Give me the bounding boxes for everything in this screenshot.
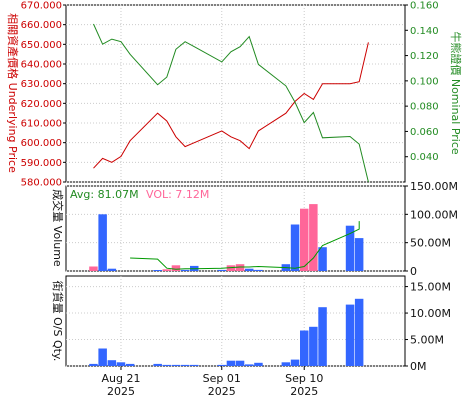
osqty-bar-9: [190, 364, 199, 366]
x-tick-year-2: 2025: [290, 385, 318, 398]
osqty-axis-title: 街貨量 O/S Qty.: [51, 281, 65, 362]
osqty-bar-17: [300, 330, 309, 366]
osqty-bar-1: [98, 348, 107, 366]
price-panel-frame: [65, 4, 406, 183]
x-tick-year-0: 2025: [107, 385, 135, 398]
y-tick-left-0: 580.000: [21, 178, 62, 189]
y-tick-right-2: 0.080: [410, 102, 439, 113]
volume-bar-21: [354, 238, 364, 271]
osqty-bar-14: [254, 362, 263, 366]
y-tick-vol-2: 100.00M: [410, 208, 458, 221]
x-tick-label-0: Aug 21: [101, 372, 140, 385]
osqty-bar-6: [162, 364, 171, 366]
price-series-line-1: [93, 23, 369, 183]
volume-vol-legend: VOL: 7.12M: [146, 188, 209, 201]
y-tick-right-6: 0.160: [410, 1, 439, 12]
y-tick-os-3: 15.00M: [410, 281, 451, 294]
volume-bar-11: [226, 265, 236, 271]
y-tick-left-4: 620.000: [21, 99, 62, 110]
osqty-bar-5: [153, 363, 162, 366]
osqty-bar-18: [309, 326, 318, 366]
osqty-bar-7: [171, 364, 181, 366]
y-tick-right-5: 0.140: [410, 26, 439, 37]
osqty-bar-8: [180, 364, 190, 366]
osqty-bar-21: [354, 298, 364, 366]
osqty-bar-3: [116, 362, 126, 366]
volume-bar-10: [217, 269, 226, 271]
osqty-bar-19: [318, 307, 327, 366]
volume-bar-1: [98, 214, 107, 271]
volume-bar-13: [245, 268, 254, 271]
osqty-bar-15: [281, 362, 291, 366]
y-tick-right-3: 0.100: [410, 76, 439, 87]
osqty-bar-11: [226, 360, 236, 366]
osqty-bar-4: [125, 363, 135, 366]
y-tick-vol-3: 150.00M: [410, 180, 458, 193]
y-tick-left-6: 640.000: [21, 60, 62, 71]
volume-bar-12: [235, 264, 245, 271]
x-tick-label-2: Sep 10: [285, 372, 323, 385]
y-tick-left-7: 650.000: [21, 40, 62, 51]
x-tick-year-1: 2025: [208, 385, 236, 398]
volume-bar-8: [180, 269, 190, 271]
osqty-bar-10: [217, 364, 226, 366]
y-tick-left-2: 600.000: [21, 138, 62, 149]
x-tick-label-1: Sep 01: [203, 372, 241, 385]
osqty-bar-16: [290, 359, 300, 366]
volume-bar-19: [318, 247, 327, 271]
volume-avg-legend: Avg: 81.07M: [70, 188, 139, 201]
y-tick-os-1: 5.00M: [410, 334, 444, 347]
y-tick-os-2: 10.00M: [410, 307, 451, 320]
y-tick-right-4: 0.120: [410, 51, 439, 62]
y-tick-right-0: 0.040: [410, 152, 439, 163]
volume-avg-line: [130, 221, 360, 270]
osqty-bars-layer: [89, 298, 364, 366]
y-tick-vol-0: 0: [410, 265, 417, 278]
volume-bar-6: [162, 269, 171, 271]
volume-bar-20: [345, 225, 355, 271]
right-axis-title: 牛熊證價 Nominal Price: [449, 31, 463, 155]
osqty-bar-0: [89, 363, 98, 366]
y-tick-left-9: 670.000: [21, 1, 62, 12]
volume-bar-2: [107, 268, 117, 271]
y-tick-left-1: 590.000: [21, 158, 62, 169]
volume-bars-layer: [89, 204, 364, 271]
osqty-bar-20: [345, 304, 355, 366]
y-tick-right-1: 0.060: [410, 127, 439, 138]
osqty-bar-2: [107, 360, 117, 366]
y-tick-vol-1: 50.00M: [410, 237, 451, 250]
y-tick-left-5: 630.000: [21, 79, 62, 90]
y-tick-os-0: 0M: [410, 360, 427, 373]
y-tick-left-8: 660.000: [21, 20, 62, 31]
volume-bar-16: [290, 224, 300, 271]
price-series-line-0: [93, 42, 369, 169]
y-tick-left-3: 610.000: [21, 119, 62, 130]
volume-bar-0: [89, 266, 98, 271]
price-series-layer: [93, 23, 369, 183]
left-axis-title: 相關資產價格 Underlying Price: [6, 13, 20, 173]
volume-bar-5: [153, 270, 162, 271]
osqty-bar-12: [235, 360, 245, 366]
volume-bar-7: [171, 265, 181, 271]
osqty-bar-13: [245, 364, 254, 366]
volume-bar-17: [300, 208, 309, 271]
volume-bar-14: [254, 269, 263, 271]
volume-bar-18: [309, 204, 318, 271]
volume-axis-title: 成交量 Volume: [51, 189, 65, 267]
